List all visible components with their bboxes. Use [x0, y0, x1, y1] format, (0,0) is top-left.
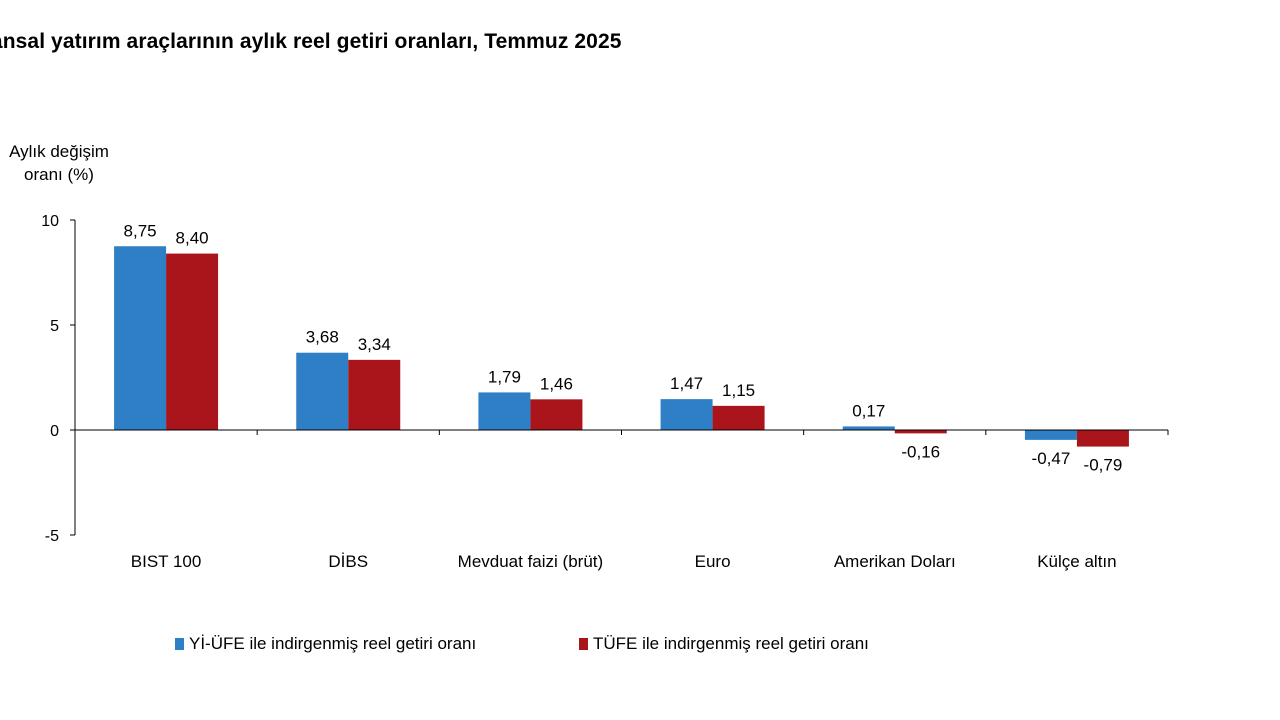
- bar-2-1: [166, 253, 219, 430]
- bar-1-4: [660, 399, 713, 430]
- x-category-label: DİBS: [328, 552, 368, 571]
- x-category-label: Mevduat faizi (brüt): [458, 552, 604, 571]
- data-label: 3,68: [306, 328, 339, 347]
- data-label: 1,47: [670, 374, 703, 393]
- data-label: -0,79: [1084, 456, 1123, 475]
- bar-2-3: [530, 399, 583, 430]
- data-label: 8,75: [124, 221, 157, 240]
- data-label: -0,47: [1032, 449, 1071, 468]
- legend-item-series-1: Yİ-ÜFE ile indirgenmiş reel getiri oranı: [175, 634, 476, 654]
- legend-swatch-series-1: [175, 638, 184, 650]
- data-label: 3,34: [358, 335, 391, 354]
- bar-1-3: [478, 392, 531, 430]
- bar-1-5: [842, 426, 895, 430]
- bar-1-1: [114, 246, 167, 430]
- data-label: 8,40: [176, 229, 209, 248]
- chart-title: nansal yatırım araçlarının aylık reel ge…: [0, 30, 622, 53]
- legend-item-series-2: TÜFE ile indirgenmiş reel getiri oranı: [579, 634, 869, 654]
- x-category-label: Amerikan Doları: [834, 552, 956, 571]
- legend-label-series-1: Yİ-ÜFE ile indirgenmiş reel getiri oranı: [189, 634, 477, 653]
- data-label: 1,15: [722, 381, 755, 400]
- bar-2-2: [348, 359, 401, 430]
- data-label: 1,46: [540, 374, 573, 393]
- bar-1-6: [1024, 430, 1077, 440]
- x-category-label: BIST 100: [131, 552, 202, 571]
- y-tick-label: 5: [50, 318, 59, 335]
- bar-2-4: [712, 405, 765, 430]
- y-tick-label: 10: [41, 213, 59, 230]
- bar-1-2: [296, 352, 349, 430]
- bar-2-5: [894, 430, 947, 434]
- y-axis-label-line-1: Aylık değişim: [9, 142, 109, 161]
- y-tick-label: -5: [45, 528, 59, 545]
- y-axis-label-line-2: oranı (%): [24, 165, 94, 184]
- legend-label-series-2: TÜFE ile indirgenmiş reel getiri oranı: [593, 634, 869, 653]
- data-label: 0,17: [852, 401, 885, 420]
- y-tick-label: 0: [50, 423, 59, 440]
- y-axis-label: Aylık değişim oranı (%): [0, 140, 124, 186]
- data-label: 1,79: [488, 367, 521, 386]
- bar-2-6: [1076, 430, 1129, 447]
- x-category-label: Külçe altın: [1037, 552, 1116, 571]
- data-label: -0,16: [901, 442, 940, 461]
- x-category-label: Euro: [695, 552, 731, 571]
- legend-swatch-series-2: [579, 638, 588, 650]
